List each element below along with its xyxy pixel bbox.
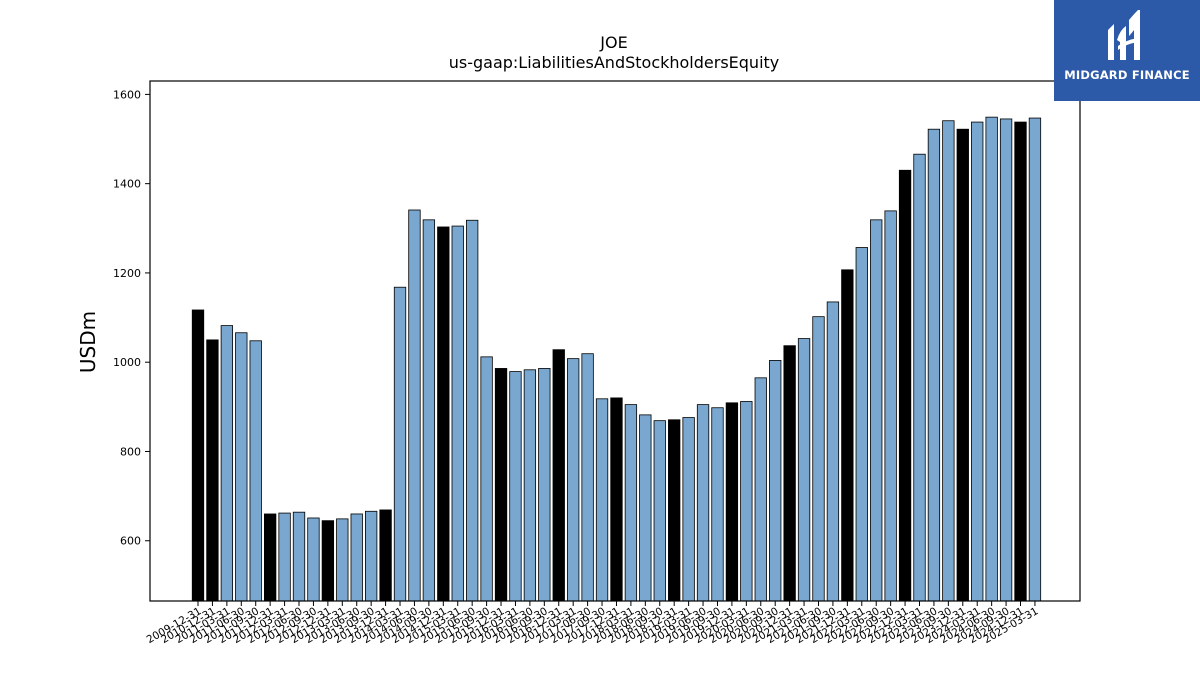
y-axis: 600 800 1000 1200 1400 1600 [113, 88, 150, 548]
bar-2018-12-31 [668, 419, 681, 602]
bar-2022-03-31 [855, 247, 868, 602]
bar-2023-09-30 [942, 120, 955, 602]
bar-2012-03-31 [278, 512, 291, 602]
bar-2016-09-30 [538, 368, 551, 602]
bar-2015-06-30 [466, 219, 479, 602]
logo-mark-icon [1108, 10, 1140, 60]
bar-2020-06-30 [754, 377, 767, 602]
bar-2022-12-31 [898, 169, 912, 602]
bar-2019-12-31 [725, 402, 739, 602]
bar-2018-03-31 [624, 404, 638, 602]
y-axis-label: USDm [76, 311, 100, 373]
bar-2021-03-31 [797, 338, 811, 602]
bar-2009-12-31 [191, 309, 205, 602]
bar-2023-06-30 [927, 128, 941, 602]
bar-2012-06-30 [292, 511, 306, 602]
bar-2014-12-31 [437, 226, 450, 602]
bar-2010-12-31 [206, 339, 219, 602]
bar-2019-09-30 [711, 407, 724, 602]
bar-2012-12-31 [321, 520, 335, 602]
bar-2020-12-31 [783, 345, 796, 602]
bar-2011-03-31 [220, 325, 234, 602]
bar-2019-03-31 [682, 417, 695, 602]
bar-2014-09-30 [422, 219, 436, 602]
x-axis: 2009-12-312010-12-312011-03-312011-06-30… [145, 601, 1040, 646]
y-tick-label: 600 [120, 535, 141, 548]
bar-2017-06-30 [581, 353, 594, 602]
bar-2024-03-31 [971, 121, 984, 602]
bar-2019-06-30 [696, 404, 710, 602]
y-tick-label: 800 [120, 445, 141, 458]
bar-2024-12-31 [1014, 121, 1027, 602]
bar-2025-03-31 [1028, 117, 1042, 602]
bar-2021-12-31 [841, 269, 854, 602]
y-tick-label: 1600 [113, 88, 141, 101]
bar-2022-06-30 [870, 219, 883, 602]
plot-frame [149, 80, 1081, 602]
bars-group [191, 116, 1042, 602]
chart-title: JOE [599, 33, 627, 52]
y-tick-label: 1200 [113, 267, 141, 280]
bar-2023-03-31 [913, 153, 926, 602]
bar-2013-03-31 [336, 518, 349, 602]
bar-2018-09-30 [653, 420, 666, 602]
bar-2024-09-30 [999, 118, 1013, 602]
bar-2018-06-30 [639, 414, 652, 602]
bar-2020-03-31 [740, 401, 753, 602]
bar-2011-06-30 [235, 332, 248, 602]
bar-2013-12-31 [379, 509, 392, 602]
bar-2017-03-31 [567, 358, 580, 602]
bar-2022-09-30 [884, 210, 897, 602]
bar-2017-09-30 [595, 398, 609, 602]
bar-2016-06-30 [523, 369, 537, 602]
bar-2024-06-30 [985, 116, 998, 602]
bar-2012-09-30 [307, 517, 320, 602]
bar-2016-12-31 [552, 349, 565, 602]
bar-2014-06-30 [408, 209, 421, 602]
bar-2021-06-30 [812, 316, 825, 602]
chart-subtitle: us-gaap:LiabilitiesAndStockholdersEquity [449, 53, 780, 72]
bar-2013-09-30 [365, 510, 378, 602]
bar-2013-06-30 [350, 513, 363, 602]
midgard-finance-logo: MIDGARD FINANCE [1054, 0, 1200, 101]
bar-2011-12-31 [263, 513, 277, 602]
bar-2017-12-31 [610, 397, 623, 602]
bar-2020-09-30 [769, 360, 782, 602]
bar-2011-09-30 [249, 340, 262, 602]
bar-2014-03-31 [393, 286, 407, 602]
bar-2021-09-30 [826, 301, 840, 602]
bar-2023-12-31 [956, 128, 969, 602]
bar-2015-03-31 [451, 225, 464, 602]
y-tick-label: 1000 [113, 356, 141, 369]
logo-text: MIDGARD FINANCE [1064, 68, 1190, 82]
y-tick-label: 1400 [113, 178, 141, 191]
bar-2015-12-31 [494, 368, 508, 602]
bar-2015-09-30 [480, 356, 493, 602]
bar-2016-03-31 [509, 371, 522, 602]
